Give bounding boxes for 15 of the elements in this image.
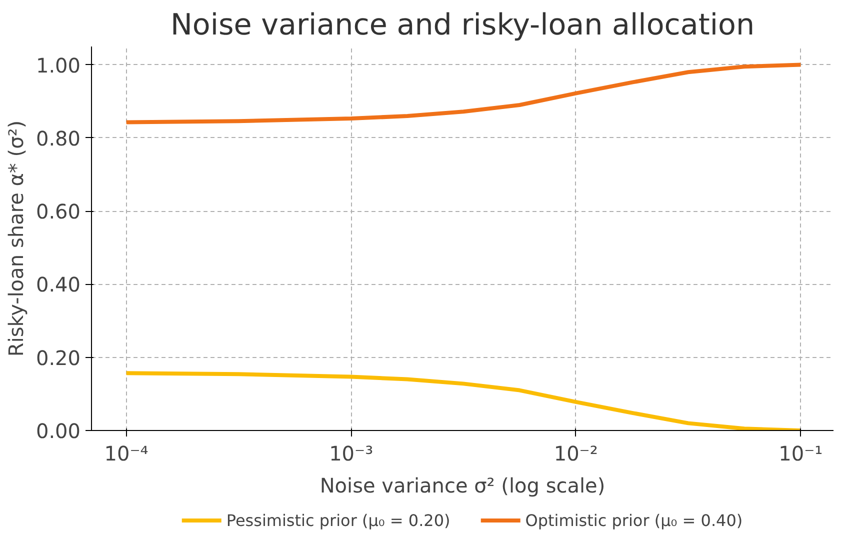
y-tick-label: 0.80 (36, 126, 80, 150)
x-tick-label: 10⁻² (554, 442, 598, 466)
y-tick-label: 0.60 (36, 200, 80, 224)
y-tick-label: 0.40 (36, 272, 80, 297)
chart-title: Noise variance and risky-loan allocation (170, 8, 755, 42)
legend-label: Pessimistic prior (μ₀ = 0.20) (226, 510, 450, 530)
x-tick-label: 10⁻⁴ (104, 442, 148, 466)
legend-label: Optimistic prior (μ₀ = 0.40) (525, 510, 743, 530)
y-tick-label: 0.20 (36, 346, 80, 370)
y-tick-label: 1.00 (36, 53, 80, 78)
y-tick-label: 0.00 (36, 419, 80, 443)
x-tick-label: 10⁻³ (329, 442, 374, 466)
x-axis-title: Noise variance σ² (log scale) (320, 474, 606, 498)
x-tick-label: 10⁻¹ (778, 442, 823, 466)
y-axis-title: Risky-loan share α* (σ²) (4, 120, 28, 357)
